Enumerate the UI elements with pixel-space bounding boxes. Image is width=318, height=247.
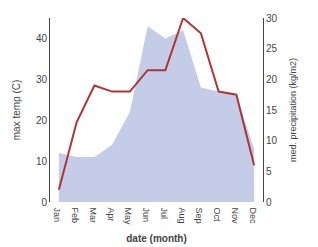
svg-text:Jul: Jul <box>159 208 169 220</box>
svg-text:Jan: Jan <box>52 208 62 223</box>
svg-text:10: 10 <box>36 156 48 167</box>
svg-text:Apr: Apr <box>106 208 116 222</box>
svg-text:Oct: Oct <box>212 208 222 223</box>
svg-text:max temp (C): max temp (C) <box>11 80 22 141</box>
svg-text:Aug: Aug <box>177 208 187 224</box>
svg-text:Feb: Feb <box>70 208 80 224</box>
svg-text:20: 20 <box>36 115 48 126</box>
svg-text:25: 25 <box>266 43 278 54</box>
svg-text:Mar: Mar <box>88 208 98 224</box>
svg-text:20: 20 <box>266 74 278 85</box>
svg-text:Nov: Nov <box>230 208 240 225</box>
svg-text:date (month): date (month) <box>126 233 187 244</box>
svg-text:10: 10 <box>266 135 278 146</box>
svg-text:0: 0 <box>266 197 272 208</box>
svg-text:Dec: Dec <box>248 208 258 225</box>
svg-text:May: May <box>123 208 133 226</box>
svg-text:40: 40 <box>36 33 48 44</box>
svg-text:Jun: Jun <box>141 208 151 223</box>
svg-text:30: 30 <box>266 13 278 24</box>
svg-text:0: 0 <box>41 197 47 208</box>
svg-text:5: 5 <box>266 166 272 177</box>
svg-text:30: 30 <box>36 74 48 85</box>
svg-text:Sep: Sep <box>194 208 204 224</box>
svg-text:med. precipitation (kg/m2): med. precipitation (kg/m2) <box>288 58 298 162</box>
svg-text:15: 15 <box>266 105 278 116</box>
